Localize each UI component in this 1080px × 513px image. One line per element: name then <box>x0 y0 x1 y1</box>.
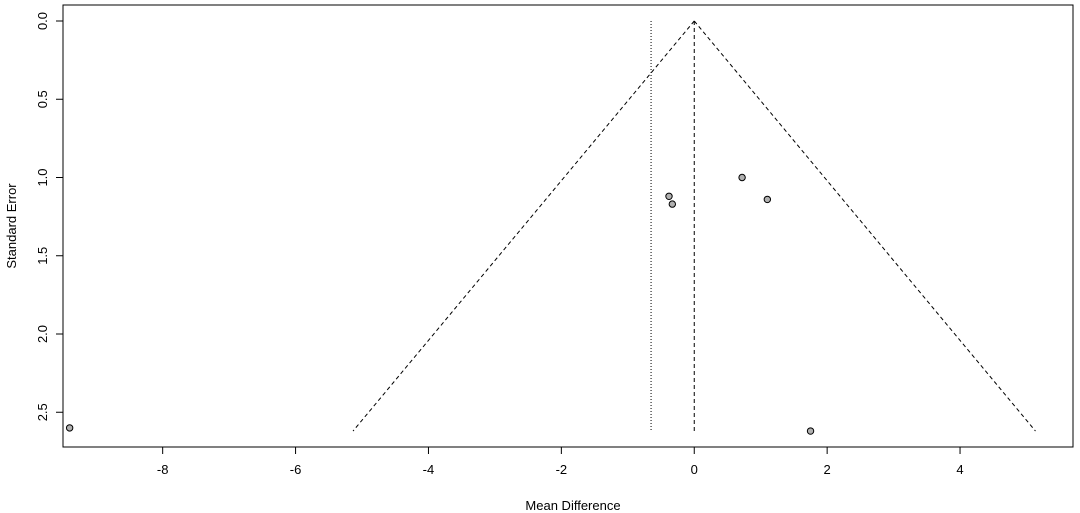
study-point <box>65 424 74 432</box>
x-axis: -8 -6 -4 -2 0 2 4 <box>157 447 964 477</box>
x-axis-label: Mean Difference <box>525 498 620 513</box>
funnel-left-line <box>352 20 695 432</box>
funnel-right-line <box>693 20 1036 432</box>
study-point <box>763 195 772 204</box>
x-tick-label: -8 <box>157 462 169 477</box>
funnel-lines <box>352 20 1036 432</box>
x-tick-label: 4 <box>956 462 963 477</box>
y-tick-label: 1.0 <box>35 168 50 186</box>
study-point <box>668 200 677 208</box>
x-tick-label: 0 <box>691 462 698 477</box>
y-tick-label: 2.5 <box>35 403 50 421</box>
x-tick-label: -2 <box>556 462 568 477</box>
reference-lines <box>650 21 695 432</box>
y-tick-label: 0.0 <box>35 12 50 30</box>
study-point <box>806 427 815 435</box>
data-points <box>65 173 815 435</box>
x-tick-label: -6 <box>290 462 302 477</box>
y-tick-label: 2.0 <box>35 325 50 343</box>
y-tick-label: 1.5 <box>35 247 50 265</box>
study-point <box>665 192 673 200</box>
plot-frame <box>62 4 1074 448</box>
study-point <box>738 173 746 182</box>
x-tick-label: 2 <box>824 462 831 477</box>
y-axis: 0.0 0.5 1.0 1.5 2.0 2.5 <box>35 12 63 421</box>
x-tick-label: -4 <box>423 462 435 477</box>
y-axis-label: Standard Error <box>4 183 19 269</box>
y-tick-label: 0.5 <box>35 90 50 108</box>
